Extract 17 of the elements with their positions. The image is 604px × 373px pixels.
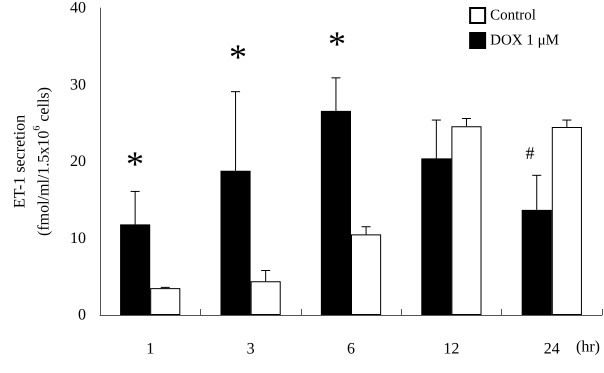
- annotation: #: [526, 143, 534, 163]
- annotation: *: [328, 24, 346, 64]
- x-tick-label: 24: [544, 340, 560, 358]
- y-tick-label: 30: [70, 76, 86, 94]
- annotation: *: [229, 37, 247, 77]
- legend-label: Control: [490, 8, 536, 24]
- annotation: *: [126, 144, 144, 184]
- y-tick-label: 0: [78, 306, 86, 324]
- x-axis-title: (hr): [576, 338, 600, 356]
- x-tick-label: 1: [146, 340, 154, 358]
- x-tick-label: 6: [347, 340, 355, 358]
- y-tick-label: 10: [70, 230, 86, 247]
- y-tick-label: 40: [70, 0, 86, 16]
- x-tick-label: 12: [443, 340, 460, 358]
- y-tick-label: 20: [70, 153, 86, 170]
- x-tick-label: 3: [246, 340, 255, 358]
- legend-label: DOX 1 μM: [490, 32, 560, 48]
